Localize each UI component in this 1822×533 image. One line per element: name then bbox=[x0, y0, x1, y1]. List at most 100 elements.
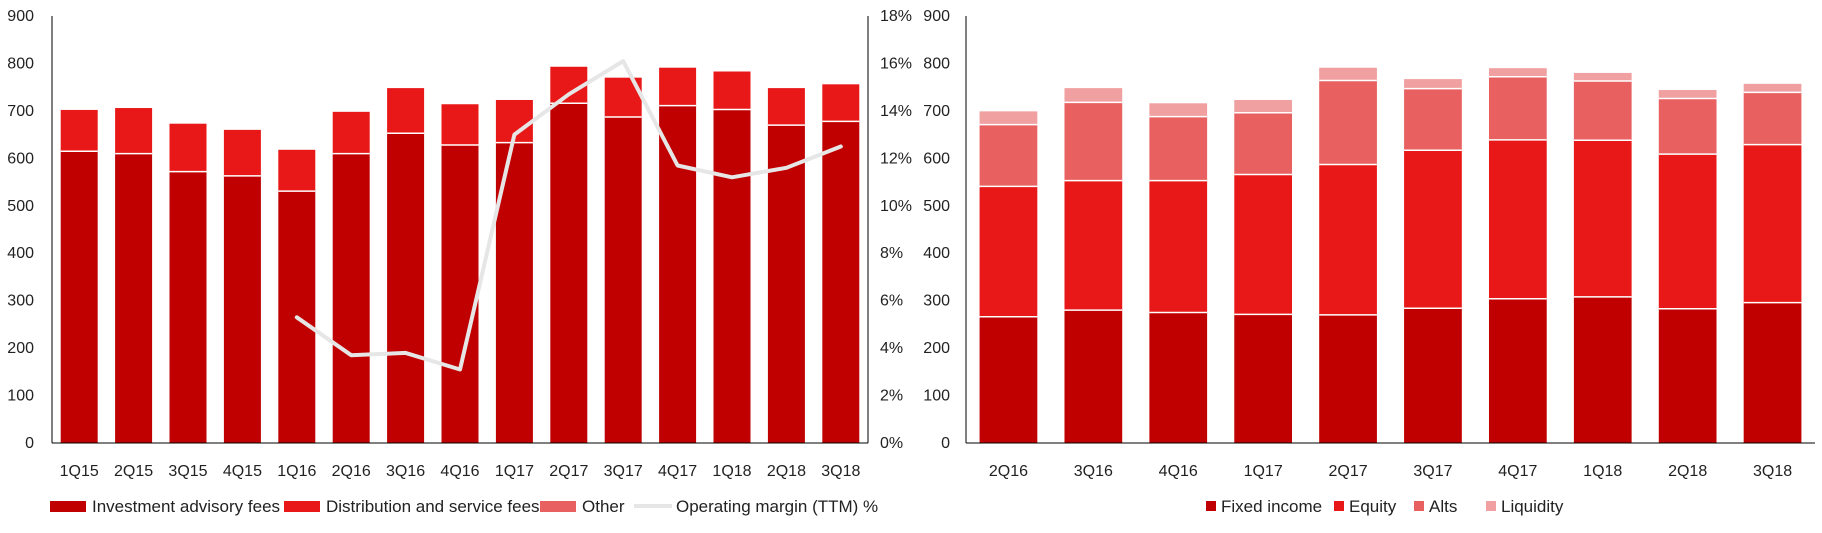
aum-bar-segment bbox=[1658, 154, 1717, 309]
left-y-tick-label: 900 bbox=[7, 8, 34, 25]
right-chart-x-tick-label: 4Q17 bbox=[1498, 463, 1537, 480]
aum-bar-segment bbox=[979, 316, 1038, 443]
right-chart-y-tick-label: 300 bbox=[923, 293, 950, 310]
right-chart-x-tick-label: 4Q16 bbox=[1159, 463, 1198, 480]
right-y-tick-label: 2% bbox=[880, 388, 903, 405]
right-y-tick-label: 6% bbox=[880, 293, 903, 310]
aum-bar-segment bbox=[1319, 314, 1377, 443]
right-chart-y-tick-label: 100 bbox=[923, 388, 950, 405]
aum-bar-segment bbox=[1573, 296, 1632, 443]
legend-liquidity-swatch bbox=[1486, 501, 1496, 511]
aum-bar-segment bbox=[1404, 150, 1462, 309]
right-chart-x-tick-label: 1Q18 bbox=[1583, 463, 1622, 480]
aum-bar-segment bbox=[1319, 80, 1377, 165]
legend-other-swatch bbox=[540, 501, 576, 512]
bar-segment bbox=[659, 67, 697, 106]
right-chart-x-tick-label: 2Q16 bbox=[989, 463, 1028, 480]
left-y-tick-label: 800 bbox=[7, 55, 34, 72]
bar-segment bbox=[115, 108, 153, 154]
bar-segment bbox=[713, 109, 751, 444]
x-tick-label: 3Q18 bbox=[821, 463, 860, 480]
right-chart-y-tick-label: 500 bbox=[923, 198, 950, 215]
left-y-tick-label: 0 bbox=[25, 435, 34, 452]
right-chart-x-tick-label: 3Q17 bbox=[1413, 463, 1452, 480]
left-y-tick-label: 400 bbox=[7, 245, 34, 262]
aum-bar-segment bbox=[1064, 310, 1123, 443]
right-chart-x-tick-label: 1Q17 bbox=[1244, 463, 1283, 480]
x-tick-label: 2Q18 bbox=[767, 463, 806, 480]
left-y-tick-label: 300 bbox=[7, 293, 34, 310]
right-y-tick-label: 4% bbox=[880, 340, 903, 357]
bar-segment bbox=[550, 103, 588, 443]
aum-bar-segment bbox=[1573, 140, 1632, 297]
bar-segment bbox=[278, 149, 316, 192]
legend-investment-advisory-fees-label: Investment advisory fees bbox=[92, 497, 280, 516]
aum-bar-segment bbox=[979, 124, 1038, 187]
aum-bar-segment bbox=[979, 111, 1038, 125]
bar-segment bbox=[169, 171, 207, 443]
aum-bar-segment bbox=[1234, 112, 1293, 175]
legend-fixed-income-label: Fixed income bbox=[1221, 497, 1322, 516]
legend-distribution-and-service-fees-swatch bbox=[284, 501, 320, 512]
left-y-tick-label: 700 bbox=[7, 103, 34, 120]
bar-segment bbox=[60, 109, 98, 152]
aum-bar-segment bbox=[1743, 92, 1802, 145]
aum-bar-segment bbox=[1149, 103, 1208, 117]
legend-alts-swatch bbox=[1414, 501, 1424, 511]
bar-segment bbox=[223, 175, 261, 444]
x-tick-label: 1Q17 bbox=[495, 463, 534, 480]
bar-segment bbox=[822, 84, 860, 122]
right-y-tick-label: 18% bbox=[880, 8, 912, 25]
bar-segment bbox=[115, 153, 153, 444]
legend-distribution-and-service-fees-label: Distribution and service fees bbox=[326, 497, 540, 516]
right-chart-x-tick-label: 2Q18 bbox=[1668, 463, 1707, 480]
aum-bar-segment bbox=[1064, 102, 1123, 181]
right-chart-y-tick-label: 900 bbox=[923, 8, 950, 25]
x-tick-label: 2Q17 bbox=[549, 463, 588, 480]
aum-bar-segment bbox=[1234, 174, 1293, 315]
aum-bar-segment bbox=[979, 186, 1038, 317]
bar-segment bbox=[332, 111, 370, 154]
x-tick-label: 2Q15 bbox=[114, 463, 153, 480]
right-y-tick-label: 10% bbox=[880, 198, 912, 215]
aum-bar-segment bbox=[1404, 88, 1462, 151]
x-tick-label: 4Q16 bbox=[440, 463, 479, 480]
aum-bar-segment bbox=[1404, 308, 1462, 443]
aum-bar-segment bbox=[1064, 88, 1123, 103]
legend-equity-swatch bbox=[1334, 501, 1344, 511]
aum-bar-segment bbox=[1573, 80, 1632, 141]
aum-bar-segment bbox=[1488, 139, 1547, 299]
right-chart-x-tick-label: 3Q18 bbox=[1753, 463, 1792, 480]
bar-segment bbox=[659, 105, 697, 444]
left-y-tick-label: 100 bbox=[7, 388, 34, 405]
right-chart-x-tick-label: 2Q17 bbox=[1328, 463, 1367, 480]
bar-segment bbox=[387, 88, 425, 134]
bar-segment bbox=[441, 145, 479, 443]
aum-bar-segment bbox=[1743, 83, 1802, 93]
aum-bar-segment bbox=[1319, 67, 1377, 81]
left-y-tick-label: 600 bbox=[7, 150, 34, 167]
legend-investment-advisory-fees-swatch bbox=[50, 501, 86, 512]
aum-bar-segment bbox=[1743, 144, 1802, 303]
aum-bar-segment bbox=[1404, 79, 1462, 89]
bar-segment bbox=[713, 71, 751, 110]
right-chart-y-tick-label: 400 bbox=[923, 245, 950, 262]
operating-margin-line bbox=[294, 59, 843, 372]
bar-segment bbox=[332, 153, 370, 444]
bar-segment bbox=[822, 121, 860, 444]
aum-bar-segment bbox=[1149, 116, 1208, 181]
right-y-tick-label: 8% bbox=[880, 245, 903, 262]
aum-bar-segment bbox=[1488, 76, 1547, 140]
bar-segment bbox=[387, 133, 425, 443]
legend-liquidity-label: Liquidity bbox=[1501, 497, 1564, 516]
x-tick-label: 1Q18 bbox=[712, 463, 751, 480]
aum-bar-segment bbox=[1064, 180, 1123, 311]
bar-segment bbox=[441, 104, 479, 146]
right-y-tick-label: 12% bbox=[880, 150, 912, 167]
aum-bar-segment bbox=[1658, 308, 1717, 443]
aum-bar-segment bbox=[1573, 72, 1632, 81]
x-tick-label: 3Q17 bbox=[604, 463, 643, 480]
aum-bar-segment bbox=[1658, 90, 1717, 99]
right-chart-y-tick-label: 0 bbox=[941, 435, 950, 452]
